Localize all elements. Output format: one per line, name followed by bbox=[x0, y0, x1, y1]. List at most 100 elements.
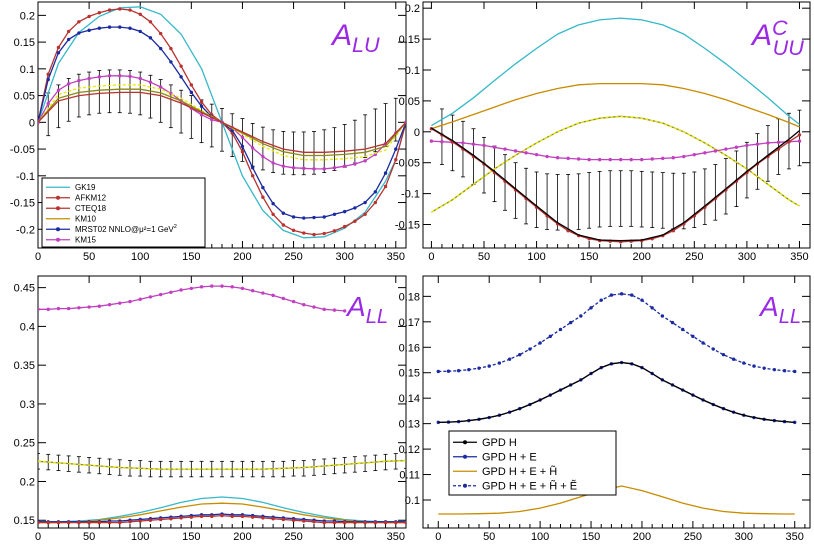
data-point bbox=[261, 154, 265, 159]
data-point bbox=[210, 117, 214, 122]
legend-marker bbox=[56, 237, 60, 242]
data-point bbox=[66, 306, 71, 311]
x-tick-label: 0 bbox=[35, 251, 41, 263]
data-point bbox=[724, 147, 728, 151]
data-point bbox=[436, 420, 440, 425]
y-tick-label: 0.45 bbox=[14, 283, 35, 295]
data-point bbox=[312, 215, 316, 220]
data-point bbox=[589, 306, 593, 310]
data-point bbox=[322, 167, 326, 171]
data-point bbox=[158, 31, 163, 36]
data-point bbox=[210, 284, 214, 288]
data-point bbox=[342, 209, 347, 214]
data-point bbox=[497, 361, 502, 365]
legend-label: GPD H bbox=[482, 437, 517, 449]
data-point bbox=[250, 166, 255, 170]
chart-all-right: 0 50 100 150 200 250 300 350 0.1 0.11 0.12 0.13 0.14… bbox=[399, 275, 811, 543]
data-point bbox=[503, 147, 507, 151]
data-point bbox=[56, 88, 61, 92]
data-point bbox=[77, 520, 81, 525]
x-tick-label: 150 bbox=[582, 531, 600, 543]
series-0 bbox=[436, 292, 797, 374]
y-tick-label: 0 bbox=[29, 117, 35, 129]
data-point bbox=[169, 516, 173, 521]
chart-all-left: 0 50 100 150 200 250 300 350 0.15 0.2 0.25 0.3 0.35 0… bbox=[14, 275, 407, 543]
legend-entry: CTEQ18 bbox=[46, 204, 107, 213]
data-point bbox=[77, 31, 81, 35]
data-point bbox=[138, 297, 142, 301]
data-point bbox=[66, 29, 71, 34]
data-point bbox=[682, 154, 686, 159]
legend-entry: MRST02 NNLO@μ²=1 GeV2 bbox=[46, 224, 177, 234]
y-tick-label: 0.16 bbox=[399, 342, 420, 354]
data-point bbox=[322, 231, 326, 236]
data-point bbox=[179, 64, 183, 68]
data-point bbox=[97, 10, 102, 15]
data-point bbox=[118, 25, 122, 29]
series-line bbox=[431, 140, 800, 161]
y-tick-label: 0.4 bbox=[20, 321, 35, 333]
chart-title: ALL bbox=[345, 291, 388, 328]
data-point bbox=[240, 135, 245, 139]
data-point bbox=[87, 76, 91, 81]
data-point bbox=[745, 143, 749, 148]
data-point bbox=[77, 78, 81, 83]
x-tick-label: 150 bbox=[182, 251, 200, 263]
legend-label: MRST02 NNLO@μ²=1 GeV2 bbox=[75, 224, 177, 234]
data-point bbox=[240, 286, 245, 291]
data-point bbox=[148, 20, 153, 24]
data-point bbox=[97, 520, 102, 525]
data-point bbox=[394, 147, 398, 151]
data-point bbox=[692, 152, 697, 157]
data-point bbox=[353, 520, 357, 525]
chart-title: ALU bbox=[330, 19, 380, 57]
plot-frame bbox=[422, 275, 811, 529]
chart-title: ALL bbox=[758, 291, 801, 328]
data-point bbox=[107, 8, 112, 12]
data-point bbox=[87, 520, 91, 525]
data-point bbox=[107, 74, 112, 78]
x-tick-label: 300 bbox=[738, 251, 756, 263]
data-point bbox=[291, 228, 296, 233]
data-point bbox=[322, 307, 326, 312]
data-point bbox=[793, 420, 797, 425]
data-point bbox=[77, 20, 81, 24]
y-tick-label: -0.15 bbox=[395, 220, 420, 232]
y-tick-label: 0.14 bbox=[399, 393, 420, 405]
y-tick-label: 0.05 bbox=[399, 96, 420, 108]
data-point bbox=[56, 51, 61, 55]
data-point bbox=[261, 291, 265, 295]
legend-label: GPD H + E + H̃ + Ẽ bbox=[482, 480, 577, 493]
data-point bbox=[97, 75, 102, 79]
data-point bbox=[558, 327, 563, 332]
series-line bbox=[431, 115, 800, 213]
data-point bbox=[404, 520, 406, 525]
data-point bbox=[38, 307, 40, 312]
series-6 bbox=[38, 513, 406, 525]
data-point bbox=[534, 152, 539, 157]
data-point bbox=[118, 74, 122, 78]
y-tick-label: 0.25 bbox=[14, 438, 35, 450]
y-tick-label: 0.17 bbox=[399, 317, 420, 329]
data-point bbox=[752, 364, 756, 368]
data-point bbox=[107, 520, 112, 525]
series-2 bbox=[38, 459, 406, 470]
data-point bbox=[566, 156, 570, 161]
data-point bbox=[87, 14, 91, 19]
series-5 bbox=[429, 127, 802, 244]
data-point bbox=[353, 162, 357, 166]
data-point bbox=[545, 154, 549, 159]
data-point bbox=[342, 224, 347, 229]
x-tick-label: 250 bbox=[284, 531, 302, 543]
x-tick-label: 200 bbox=[633, 531, 651, 543]
series-0 bbox=[38, 284, 347, 313]
data-point bbox=[281, 517, 286, 522]
data-point bbox=[199, 104, 204, 108]
data-point bbox=[548, 334, 553, 339]
legend-marker bbox=[463, 440, 467, 445]
x-tick-label: 350 bbox=[790, 251, 808, 263]
data-point bbox=[291, 299, 296, 304]
x-tick-label: 50 bbox=[478, 251, 490, 263]
